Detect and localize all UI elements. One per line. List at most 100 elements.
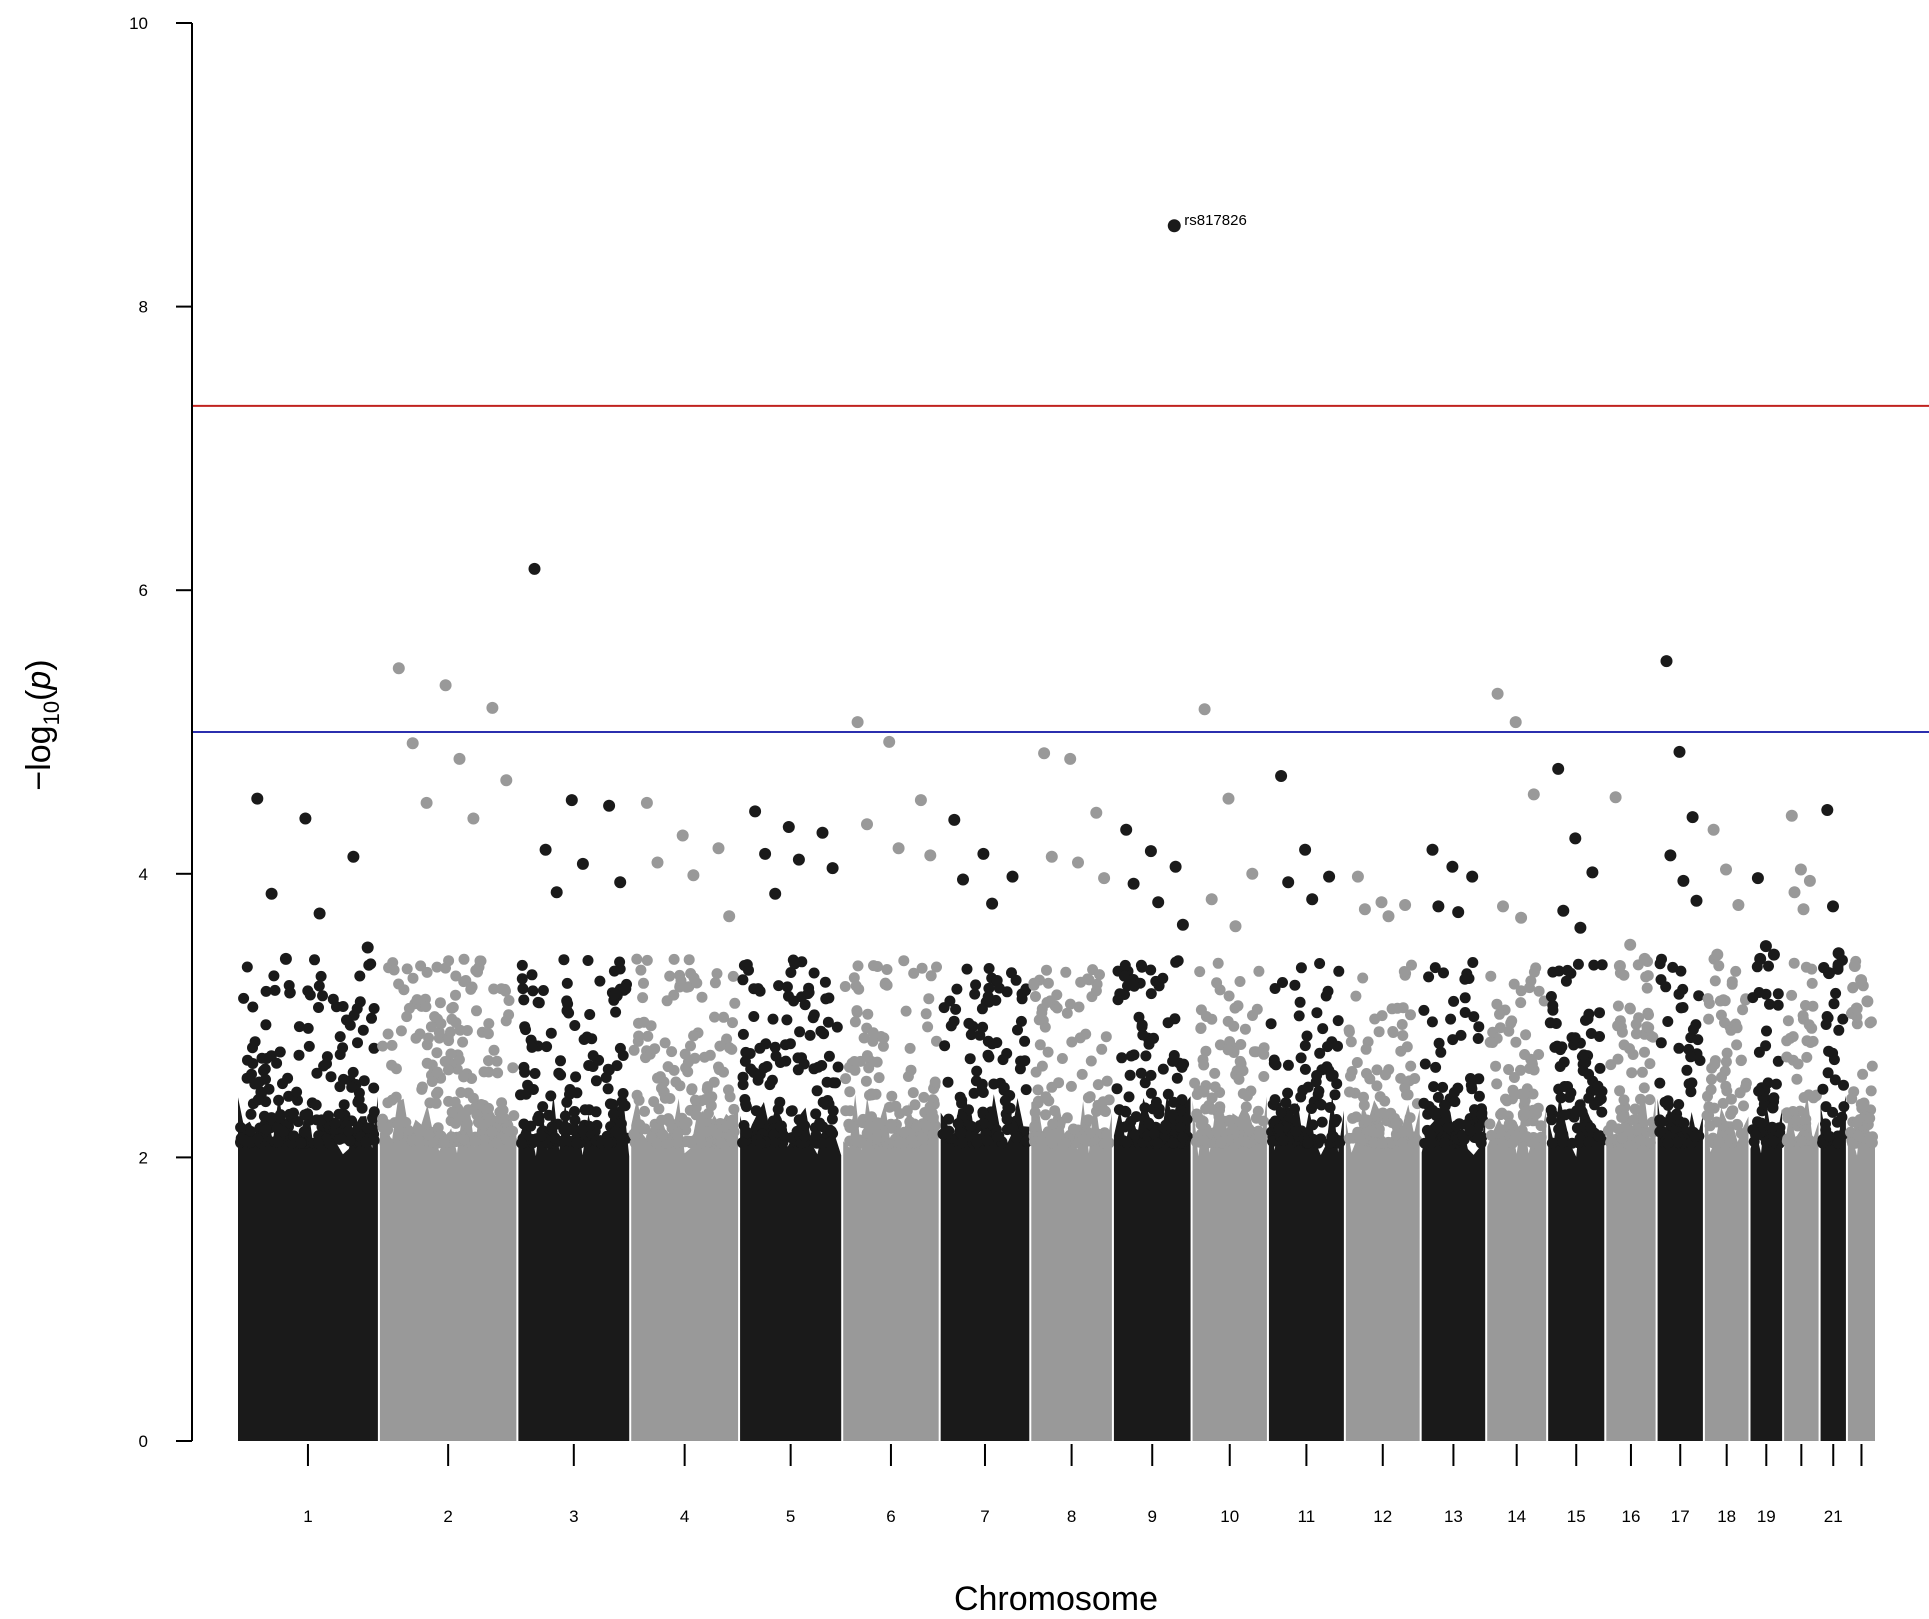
snp-point	[543, 1109, 555, 1121]
snp-point	[1314, 958, 1326, 969]
snp-point	[1726, 976, 1738, 988]
snp-point	[614, 956, 626, 968]
snp-point	[682, 1066, 694, 1078]
snp-point	[817, 1096, 829, 1108]
snp-point	[533, 1115, 545, 1127]
snp-point	[1042, 977, 1054, 989]
snp-point	[918, 1091, 930, 1103]
snp-point	[1228, 1020, 1240, 1032]
snp-point	[466, 981, 478, 993]
snp-point	[754, 985, 766, 997]
snp-point	[1074, 1032, 1086, 1044]
snp-point	[718, 1011, 730, 1023]
snp-point	[907, 1087, 919, 1099]
snp-point	[1053, 1077, 1065, 1089]
snp-point	[360, 1136, 372, 1148]
snp-point	[799, 999, 811, 1011]
snp-point	[670, 1076, 682, 1088]
snp-point	[688, 972, 700, 984]
snp-point	[924, 1101, 936, 1113]
snp-point	[1345, 1036, 1357, 1048]
snp-point	[1325, 1068, 1337, 1080]
snp-point	[431, 1047, 443, 1059]
snp-point	[334, 1081, 346, 1093]
snp-point	[1007, 1122, 1019, 1134]
snp-point	[603, 1137, 614, 1149]
snp-point	[1866, 1060, 1878, 1072]
snp-point	[505, 1125, 516, 1137]
snp-point	[786, 1105, 798, 1117]
snp-point	[970, 1075, 982, 1087]
snp-point	[1766, 1121, 1778, 1133]
snp-point	[1508, 1072, 1520, 1083]
x-tick-label: 5	[786, 1507, 795, 1526]
snp-point	[1559, 1109, 1571, 1121]
snp-point	[1644, 1137, 1656, 1149]
snp-point	[561, 977, 573, 989]
snp-point	[766, 1074, 778, 1086]
top-snp-point	[1144, 845, 1157, 858]
snp-point	[430, 1097, 442, 1109]
snp-point	[909, 1099, 921, 1111]
snp-point	[1456, 1129, 1468, 1141]
snp-point	[1833, 1024, 1845, 1036]
snp-point	[823, 1050, 835, 1062]
snp-point	[969, 988, 981, 1000]
snp-point	[1215, 1121, 1227, 1133]
snp-point	[1167, 1137, 1179, 1149]
snp-point	[664, 1093, 676, 1104]
x-tick-label: 7	[980, 1507, 989, 1526]
snp-point	[1426, 1137, 1437, 1149]
snp-point	[1198, 1086, 1210, 1098]
snp-point	[1768, 1092, 1780, 1104]
snp-point	[1295, 962, 1307, 974]
snp-point	[1200, 1011, 1212, 1022]
top-snp-point	[614, 876, 627, 889]
snp-point	[1510, 1130, 1522, 1142]
snp-point	[1238, 1136, 1250, 1147]
top-snp-point	[640, 796, 653, 809]
snp-point	[1234, 976, 1246, 987]
snp-point	[1313, 1085, 1325, 1097]
snp-point	[1767, 1102, 1779, 1114]
snp-point	[843, 1118, 855, 1130]
snp-point	[1627, 1114, 1639, 1126]
snp-point	[1152, 1137, 1164, 1149]
snp-point	[293, 1021, 305, 1033]
top-snp-point	[1275, 770, 1288, 782]
snp-point	[927, 1121, 939, 1133]
snp-point	[827, 1077, 839, 1089]
snp-point	[1351, 1057, 1363, 1068]
snp-point	[491, 1055, 503, 1067]
snp-point	[1717, 1097, 1729, 1109]
snp-point	[656, 1114, 668, 1126]
top-snp-point	[528, 562, 541, 575]
snp-point	[617, 1088, 629, 1099]
snp-point	[963, 1017, 975, 1029]
snp-point	[937, 1128, 949, 1140]
top-snp-point	[279, 952, 292, 965]
snp-point	[1677, 1002, 1689, 1013]
x-tick-label: 4	[680, 1507, 689, 1526]
y-tick-label: 0	[139, 1432, 148, 1451]
snp-point	[241, 961, 253, 973]
snp-point	[293, 1049, 305, 1061]
snp-point	[1418, 1097, 1430, 1109]
snp-point	[1681, 1064, 1693, 1076]
snp-point	[525, 1120, 537, 1132]
snp-point	[569, 1106, 580, 1117]
snp-point	[1139, 1102, 1151, 1114]
snp-point	[1224, 1114, 1236, 1126]
snp-point	[954, 1091, 966, 1103]
snp-point	[639, 1123, 651, 1135]
snp-point	[581, 1031, 593, 1043]
snp-point	[486, 1126, 498, 1138]
snp-point	[313, 1002, 324, 1013]
top-snp-point	[1586, 866, 1599, 879]
snp-point	[1781, 1107, 1793, 1119]
snp-point	[917, 1132, 929, 1144]
snp-point	[662, 1061, 674, 1073]
snp-point	[310, 1099, 322, 1111]
snp-point	[414, 1126, 426, 1138]
snp-point	[1397, 1126, 1409, 1138]
